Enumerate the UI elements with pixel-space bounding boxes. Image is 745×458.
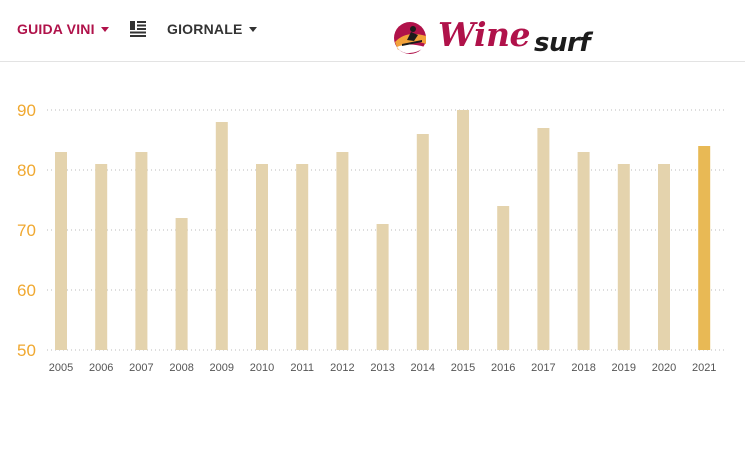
x-tick-label: 2020 [652, 362, 676, 374]
x-tick-label: 2021 [692, 362, 716, 374]
top-navigation-bar: GUIDA VINI GIORNALE Wine surf [0, 0, 745, 62]
x-tick-label: 2010 [250, 362, 274, 374]
y-tick-label: 90 [17, 101, 36, 120]
x-axis-ticks: 2005 2006 2007 2008 2009 2010 2011 2012 2013 2014… [49, 362, 717, 374]
x-tick-label: 2013 [370, 362, 394, 374]
x-tick-label: 2019 [612, 362, 636, 374]
x-tick-label: 2009 [210, 362, 234, 374]
bar-2017[interactable] [537, 128, 550, 350]
bar-2007[interactable] [135, 152, 148, 350]
x-tick-label: 2006 [89, 362, 113, 374]
x-tick-label: 2017 [531, 362, 555, 374]
y-tick-label: 70 [17, 221, 36, 240]
bar-2014[interactable] [416, 134, 429, 350]
bar-2019[interactable] [617, 164, 630, 350]
x-tick-label: 2018 [571, 362, 595, 374]
winesurf-logo[interactable]: Wine surf [392, 15, 632, 58]
bar-2020[interactable] [658, 164, 670, 350]
x-tick-label: 2014 [411, 362, 435, 374]
giornale-menu[interactable]: GIORNALE [167, 21, 257, 37]
y-tick-label: 60 [17, 281, 36, 300]
bar-2015[interactable] [457, 110, 469, 350]
guida-vini-menu[interactable]: GUIDA VINI [17, 21, 109, 37]
caret-down-icon [100, 26, 109, 32]
bar-2008[interactable] [175, 218, 188, 350]
bar-2011[interactable] [296, 164, 309, 350]
chart-bars [55, 110, 711, 350]
x-tick-label: 2005 [49, 362, 73, 374]
bar-2006[interactable] [95, 164, 108, 350]
guida-vini-label: GUIDA VINI [17, 21, 95, 37]
bar-2013[interactable] [376, 224, 389, 350]
bar-2021[interactable] [698, 146, 711, 350]
x-tick-label: 2007 [129, 362, 153, 374]
x-tick-label: 2012 [330, 362, 354, 374]
logo-word-wine: Wine [438, 15, 531, 54]
surfer-logo-icon [394, 22, 426, 54]
bar-2012[interactable] [336, 152, 349, 350]
y-tick-label: 50 [17, 341, 36, 360]
bar-2016[interactable] [497, 206, 510, 350]
giornale-label: GIORNALE [167, 21, 243, 37]
y-tick-label: 80 [17, 161, 36, 180]
caret-down-icon [248, 26, 257, 32]
bar-2010[interactable] [256, 164, 268, 350]
bar-2018[interactable] [577, 152, 590, 350]
y-axis-ticks: 50 60 70 80 90 [17, 101, 36, 360]
x-tick-label: 2011 [290, 362, 314, 374]
bar-2009[interactable] [215, 122, 228, 350]
x-tick-label: 2015 [451, 362, 475, 374]
x-tick-label: 2008 [169, 362, 193, 374]
chart-grid [47, 109, 724, 351]
bar-2005[interactable] [55, 152, 67, 350]
x-tick-label: 2016 [491, 362, 515, 374]
list-view-icon[interactable] [130, 21, 146, 37]
logo-word-surf: surf [534, 28, 591, 58]
